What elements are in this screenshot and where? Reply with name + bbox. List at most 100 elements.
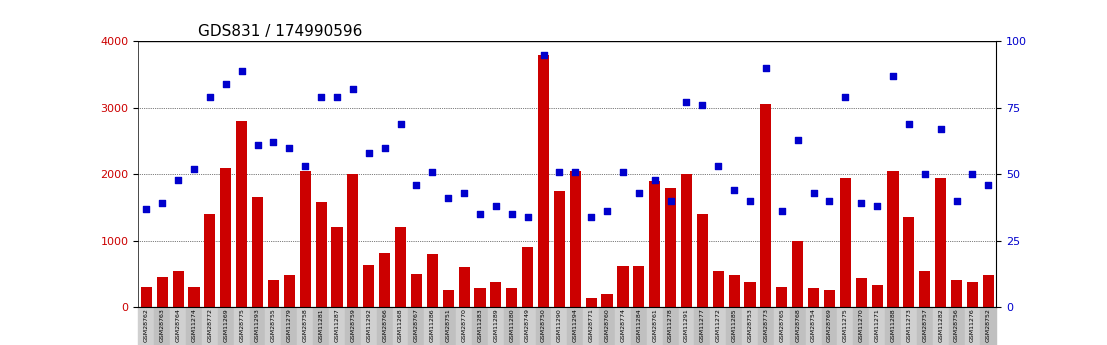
- Bar: [789, 307, 806, 345]
- Bar: [188, 287, 199, 307]
- Point: [693, 102, 711, 108]
- Bar: [808, 288, 819, 307]
- Bar: [441, 307, 456, 345]
- Bar: [313, 307, 329, 345]
- Bar: [601, 294, 612, 307]
- Bar: [281, 307, 298, 345]
- Bar: [456, 307, 472, 345]
- Bar: [821, 307, 837, 345]
- Bar: [205, 214, 216, 307]
- Bar: [776, 287, 787, 307]
- Bar: [983, 275, 994, 307]
- Bar: [679, 307, 694, 345]
- Bar: [742, 307, 758, 345]
- Bar: [903, 217, 914, 307]
- Bar: [869, 307, 886, 345]
- Point: [455, 190, 473, 196]
- Bar: [379, 253, 390, 307]
- Bar: [728, 275, 739, 307]
- Point: [217, 81, 235, 87]
- Point: [154, 201, 172, 206]
- Bar: [536, 307, 551, 345]
- Bar: [395, 227, 406, 307]
- Point: [487, 203, 505, 209]
- Bar: [919, 270, 930, 307]
- Bar: [249, 307, 266, 345]
- Bar: [758, 307, 774, 345]
- Point: [328, 95, 345, 100]
- Bar: [186, 307, 201, 345]
- Point: [757, 65, 775, 71]
- Point: [789, 137, 807, 142]
- Point: [344, 87, 362, 92]
- Bar: [138, 307, 154, 345]
- Bar: [506, 288, 517, 307]
- Bar: [933, 307, 949, 345]
- Bar: [886, 307, 901, 345]
- Bar: [599, 307, 615, 345]
- Point: [535, 52, 552, 57]
- Bar: [951, 280, 962, 307]
- Point: [662, 198, 680, 204]
- Bar: [824, 290, 835, 307]
- Bar: [966, 282, 977, 307]
- Point: [884, 73, 902, 79]
- Bar: [475, 288, 486, 307]
- Bar: [443, 290, 454, 307]
- Bar: [408, 307, 424, 345]
- Bar: [252, 197, 263, 307]
- Bar: [711, 307, 726, 345]
- Bar: [472, 307, 488, 345]
- Point: [265, 140, 282, 145]
- Point: [519, 214, 537, 219]
- Bar: [949, 307, 964, 345]
- Bar: [266, 307, 281, 345]
- Point: [805, 190, 823, 196]
- Bar: [901, 307, 917, 345]
- Point: [232, 68, 250, 73]
- Bar: [935, 178, 946, 307]
- Point: [598, 209, 615, 214]
- Point: [567, 169, 584, 174]
- Bar: [201, 307, 218, 345]
- Point: [915, 171, 933, 177]
- Bar: [713, 270, 724, 307]
- Bar: [681, 174, 692, 307]
- Bar: [361, 307, 376, 345]
- Bar: [646, 307, 663, 345]
- Point: [725, 187, 743, 193]
- Point: [407, 182, 425, 188]
- Point: [742, 198, 759, 204]
- Bar: [458, 267, 469, 307]
- Bar: [871, 285, 882, 307]
- Bar: [154, 307, 170, 345]
- Bar: [618, 266, 629, 307]
- Point: [900, 121, 918, 127]
- Bar: [696, 214, 708, 307]
- Bar: [490, 282, 501, 307]
- Bar: [363, 265, 374, 307]
- Point: [614, 169, 632, 174]
- Bar: [631, 307, 646, 345]
- Point: [932, 126, 950, 132]
- Bar: [173, 270, 184, 307]
- Bar: [917, 307, 933, 345]
- Bar: [551, 307, 568, 345]
- Point: [963, 171, 981, 177]
- Point: [868, 203, 886, 209]
- Bar: [793, 241, 804, 307]
- Point: [820, 198, 838, 204]
- Point: [948, 198, 965, 204]
- Point: [360, 150, 377, 156]
- Bar: [583, 307, 599, 345]
- Bar: [586, 298, 597, 307]
- Bar: [726, 307, 742, 345]
- Point: [630, 190, 648, 196]
- Bar: [538, 55, 549, 307]
- Bar: [300, 171, 311, 307]
- Bar: [519, 307, 536, 345]
- Bar: [236, 121, 247, 307]
- Point: [550, 169, 568, 174]
- Bar: [570, 171, 581, 307]
- Bar: [745, 282, 756, 307]
